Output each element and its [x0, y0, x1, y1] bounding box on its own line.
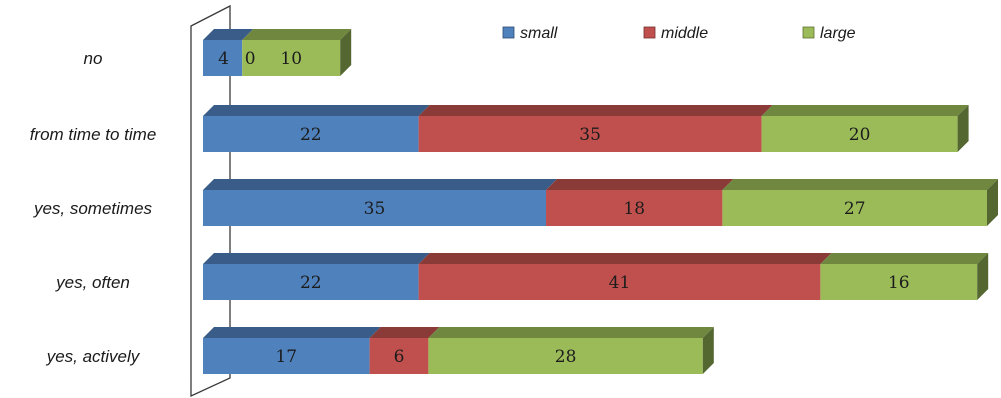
bar-top-face [203, 29, 254, 40]
legend-swatch [502, 26, 515, 39]
data-label: 35 [364, 199, 386, 219]
bar-segment-large [242, 29, 352, 76]
bar-top-face [418, 253, 832, 264]
data-label: 27 [844, 199, 866, 219]
bar-segment-small [203, 105, 430, 152]
bar-top-face [546, 179, 734, 190]
category-label: yes, often [55, 273, 130, 292]
bar-segment-large [820, 253, 989, 300]
bar-side-face [987, 179, 998, 226]
legend: small middle large [502, 25, 856, 42]
bar-front-face [203, 40, 243, 76]
bar-segment-middle [369, 327, 440, 374]
bars: 4 0 10 22 35 20 35 18 27 22 41 16 17 6 28 [203, 29, 998, 374]
bar-segment-large [428, 327, 714, 374]
data-label: 18 [623, 199, 645, 219]
bar-segment-middle [418, 105, 773, 152]
data-label: 6 [394, 347, 405, 367]
bar-front-face [418, 264, 821, 300]
bar-top-face [242, 29, 352, 40]
bar-segment-small [203, 29, 254, 76]
bar-top-face [203, 179, 557, 190]
bar-front-face [820, 264, 978, 300]
bar-top-face [203, 327, 381, 338]
bar-segment-small [203, 179, 557, 226]
category-label: yes, sometimes [33, 199, 153, 218]
bar-top-face [203, 253, 430, 264]
data-label: 17 [275, 347, 297, 367]
data-label: 20 [849, 125, 871, 145]
bar-top-face [418, 105, 773, 116]
data-label: 41 [609, 273, 631, 293]
data-label: 4 [218, 49, 229, 69]
bar-side-face [702, 327, 714, 374]
legend-swatch [802, 26, 815, 39]
data-label: 10 [280, 49, 302, 69]
bar-segment-middle [546, 179, 734, 226]
bar-segment-small [203, 327, 381, 374]
bar-segment-large [761, 105, 969, 152]
data-label: 22 [300, 273, 322, 293]
legend-swatch [643, 26, 656, 39]
legend-label: large [820, 25, 856, 42]
data-label: 22 [300, 125, 322, 145]
category-label: no [84, 49, 103, 68]
bar-front-face [203, 338, 370, 374]
bar-top-face [722, 179, 998, 190]
bar-top-face [820, 253, 989, 264]
data-label: 28 [555, 347, 577, 367]
bar-side-face [957, 105, 969, 152]
legend-item-middle: middle [643, 25, 708, 42]
bar-side-face [340, 29, 352, 76]
legend-item-large: large [802, 25, 856, 42]
bar-top-face [428, 327, 714, 338]
bar-side-face [977, 253, 989, 300]
bar-front-face [761, 116, 958, 152]
legend-label: small [520, 25, 558, 42]
category-labels: no from time to time yes, sometimes yes, of… [30, 49, 157, 366]
data-label: 35 [579, 125, 601, 145]
data-label: 0 [245, 49, 256, 69]
bar-front-face [242, 40, 341, 76]
bar-front-face [428, 338, 703, 374]
bar-front-face [418, 116, 762, 152]
bar-top-face [369, 327, 440, 338]
bar-top-face [761, 105, 969, 116]
bar-front-face [722, 190, 987, 226]
legend-item-small: small [502, 25, 558, 42]
legend-label: middle [661, 25, 708, 42]
category-label: yes, actively [46, 347, 141, 366]
bar-front-face [369, 338, 429, 374]
bar-front-face [203, 264, 419, 300]
category-label: from time to time [30, 125, 157, 144]
bar-front-face [203, 190, 546, 226]
data-label: 16 [888, 273, 910, 293]
bar-front-face [546, 190, 723, 226]
bar-segment-large [722, 179, 998, 226]
bar-front-face [203, 116, 419, 152]
bar-segment-small [203, 253, 430, 300]
bar-segment-middle [418, 253, 832, 300]
bar-top-face [203, 105, 430, 116]
